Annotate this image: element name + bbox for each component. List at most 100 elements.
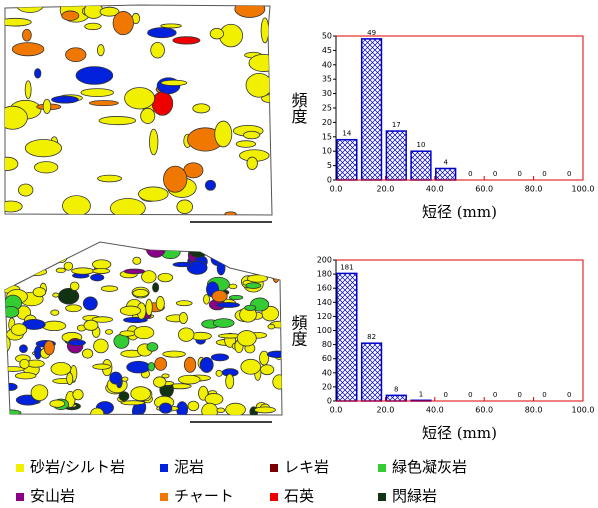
clast: [200, 357, 213, 372]
value-label: 0: [567, 170, 571, 178]
clast: [84, 320, 98, 330]
y-tick-label: 30: [322, 89, 332, 98]
clast: [127, 361, 150, 373]
clast: [243, 131, 259, 139]
y-tick-label: 180: [317, 270, 332, 279]
clast: [177, 200, 193, 214]
clast: [178, 328, 194, 342]
bar: [362, 343, 382, 401]
clast: [66, 48, 86, 62]
x-tick-label: 40.0: [426, 185, 444, 194]
x-tick-label: 20.0: [376, 406, 394, 415]
x-tick-label: 100.0: [572, 406, 595, 415]
clast: [260, 365, 273, 375]
x-tick-label: 60.0: [475, 185, 493, 194]
clast: [215, 121, 232, 147]
clast: [120, 306, 140, 315]
y-tick-label: 60: [322, 354, 332, 363]
clast: [94, 339, 109, 353]
clast: [217, 261, 225, 275]
figure: 051015202530354045500.020.040.060.080.01…: [0, 0, 598, 508]
clast: [93, 268, 110, 273]
clast: [148, 362, 155, 371]
clast: [138, 187, 168, 201]
clast: [161, 24, 182, 28]
clast: [226, 403, 246, 416]
value-label: 4: [443, 158, 448, 166]
value-label: 1: [419, 390, 423, 398]
clast: [173, 37, 200, 44]
clast: [242, 251, 261, 255]
clast: [81, 89, 114, 97]
clast: [246, 283, 261, 289]
clast: [37, 256, 44, 271]
clast: [122, 377, 128, 381]
bar: [411, 151, 431, 180]
clast: [76, 67, 113, 85]
clast: [153, 283, 159, 292]
clast: [120, 331, 135, 336]
y-axis-label: 頻度: [289, 315, 308, 347]
y-tick-label: 80: [322, 340, 332, 349]
clast: [11, 324, 27, 336]
clast: [249, 54, 278, 71]
clast: [85, 23, 102, 30]
clast: [267, 351, 287, 358]
clast: [229, 295, 243, 299]
clast: [273, 375, 286, 389]
clast: [205, 180, 215, 190]
clast: [210, 28, 223, 39]
y-tick-label: 140: [317, 298, 332, 307]
clast: [15, 373, 36, 379]
bar: [436, 168, 456, 180]
clast: [146, 299, 153, 315]
clast: [91, 408, 104, 419]
clast: [110, 372, 122, 384]
clast: [173, 262, 192, 266]
clast: [56, 268, 65, 273]
y-axis-label: 頻度: [289, 92, 308, 124]
clast: [0, 269, 15, 276]
y-tick-label: 40: [322, 368, 332, 377]
clast: [188, 242, 207, 258]
clast: [82, 349, 92, 358]
clast: [97, 45, 104, 56]
clast: [0, 201, 22, 212]
clast: [66, 305, 82, 312]
clast: [19, 258, 34, 268]
clast: [217, 408, 225, 413]
clast: [58, 242, 67, 250]
clast: [105, 329, 112, 334]
clast: [73, 389, 83, 399]
clast: [204, 295, 210, 305]
clast: [150, 129, 158, 155]
clast: [53, 293, 59, 297]
clast: [237, 331, 256, 346]
clast: [3, 383, 17, 390]
clast: [133, 257, 141, 264]
clast: [229, 284, 237, 289]
x-tick-label: 0.0: [330, 406, 343, 415]
clast: [89, 100, 118, 105]
clast: [0, 274, 14, 283]
clast: [119, 392, 129, 401]
x-tick-label: 80.0: [525, 185, 543, 194]
clast: [152, 92, 173, 116]
clast: [156, 296, 164, 310]
clast: [246, 73, 272, 97]
clast: [134, 326, 154, 338]
clast: [20, 359, 29, 368]
clast: [22, 255, 39, 260]
clast: [124, 269, 144, 274]
clast: [99, 116, 136, 124]
y-tick-label: 0: [327, 176, 332, 185]
clast: [253, 241, 276, 250]
clast: [223, 254, 247, 259]
clast: [151, 42, 165, 58]
clast: [211, 354, 228, 361]
clast: [22, 29, 31, 41]
clast: [153, 377, 165, 388]
value-label: 0: [542, 170, 546, 178]
clast: [52, 96, 79, 103]
clast: [68, 240, 76, 251]
